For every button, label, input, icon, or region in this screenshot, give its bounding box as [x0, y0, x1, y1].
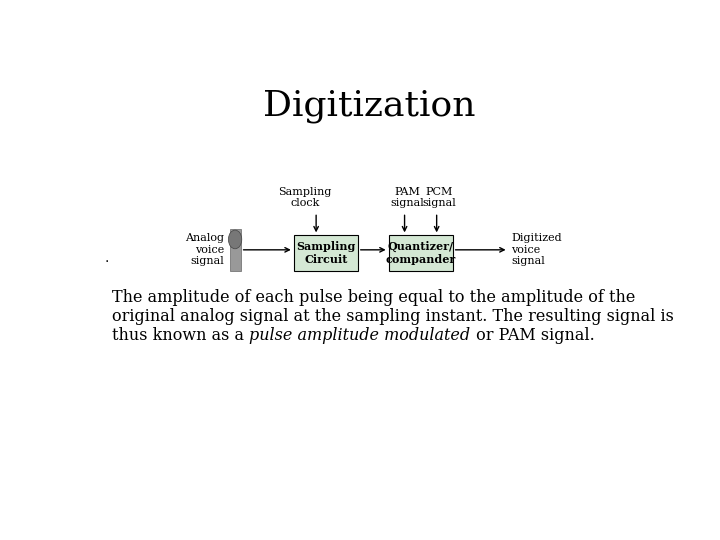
Text: pulse amplitude modulated: pulse amplitude modulated	[249, 327, 471, 343]
FancyBboxPatch shape	[389, 235, 453, 271]
Text: Quantizer/
compander: Quantizer/ compander	[385, 241, 456, 265]
Text: PAM
signal: PAM signal	[390, 187, 424, 208]
Text: thus known as a: thus known as a	[112, 327, 249, 343]
Text: The amplitude of each pulse being equal to the amplitude of the: The amplitude of each pulse being equal …	[112, 289, 636, 306]
Text: PCM
signal: PCM signal	[423, 187, 456, 208]
Text: or PAM signal.: or PAM signal.	[471, 327, 594, 343]
Ellipse shape	[228, 230, 242, 249]
Text: Sampling
clock: Sampling clock	[279, 187, 332, 208]
FancyBboxPatch shape	[294, 235, 358, 271]
Text: .: .	[104, 251, 109, 265]
Text: Digitized
voice
signal: Digitized voice signal	[511, 233, 562, 266]
Bar	[230, 229, 240, 271]
Text: Analog
voice
signal: Analog voice signal	[185, 233, 224, 266]
Text: original analog signal at the sampling instant. The resulting signal is: original analog signal at the sampling i…	[112, 308, 674, 325]
Text: Sampling
Circuit: Sampling Circuit	[296, 241, 356, 265]
Text: Digitization: Digitization	[263, 90, 475, 123]
